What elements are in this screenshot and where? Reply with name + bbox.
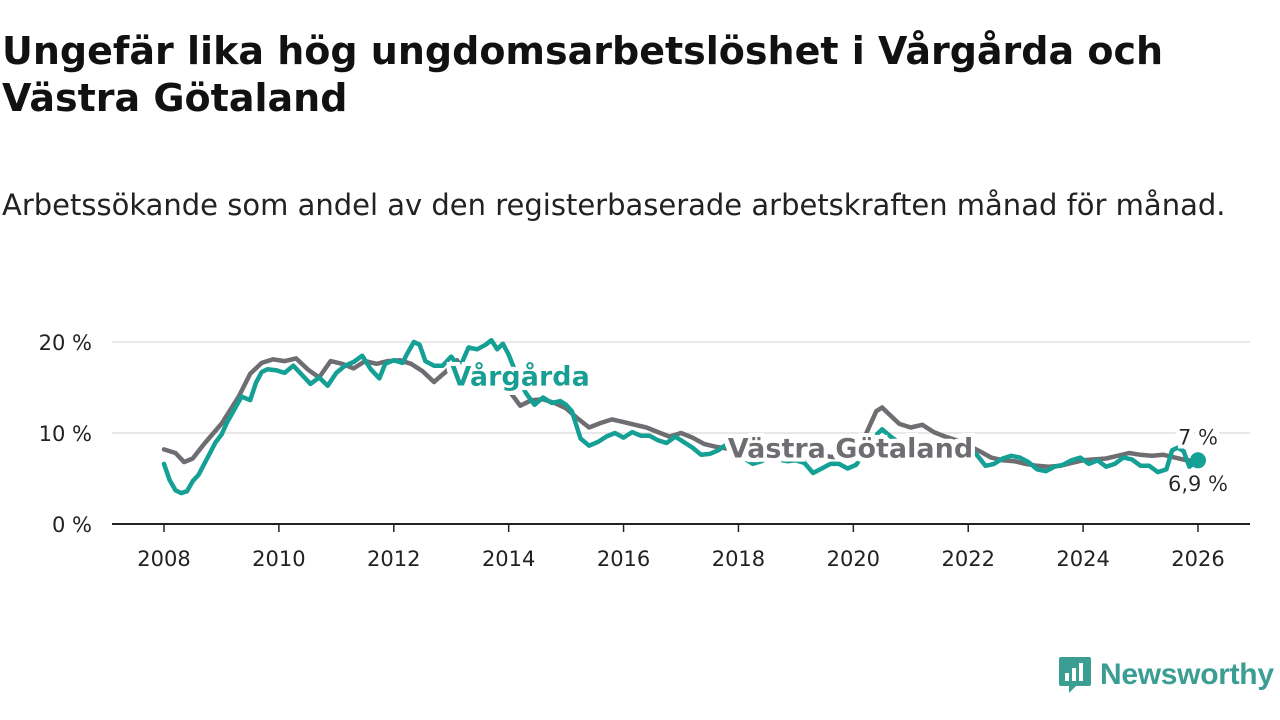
x-tick-label: 2008 — [137, 547, 190, 571]
y-tick-label: 10 % — [39, 422, 92, 446]
series-labels: Vårgårda Västra Götaland 7 % 6,9 % — [450, 361, 1228, 497]
page-title: Ungefär lika hög ungdomsarbetslöshet i V… — [2, 29, 1164, 120]
series-label: Västra Götaland — [728, 433, 973, 464]
x-axis: 2008 2010 2012 2014 2016 2018 2020 2022 2024 2026 — [112, 523, 1250, 571]
line-chart: 0 % 10 % 20 % 2008 2010 2012 2014 2016 2018 2020… — [39, 331, 1250, 571]
x-tick-label: 2014 — [482, 547, 535, 571]
y-tick-label: 0 % — [52, 513, 92, 537]
x-tick-label: 2018 — [712, 547, 765, 571]
x-tick-label: 2010 — [252, 547, 305, 571]
end-value-label: 6,9 % — [1168, 472, 1228, 496]
chart-subtitle: Arbetssökande som andel av den registerb… — [2, 188, 1226, 222]
series-line-v-rg-rda — [161, 337, 1201, 496]
end-value-label: 7 % — [1178, 425, 1218, 449]
series-line-v-stra-g-taland — [161, 356, 1201, 469]
newsworthy-logo-icon — [1059, 657, 1091, 693]
x-tick-label: 2020 — [827, 547, 880, 571]
brand-name: Newsworthy — [1100, 658, 1274, 691]
x-tick-label: 2016 — [597, 547, 650, 571]
grid-lines: 0 % 10 % 20 % — [39, 331, 1250, 537]
series-lines — [161, 337, 1201, 496]
x-tick-label: 2026 — [1171, 547, 1224, 571]
newsworthy-brand: Newsworthy — [1058, 654, 1274, 696]
series-label: Vårgårda — [450, 361, 589, 393]
x-tick-label: 2024 — [1056, 547, 1109, 571]
end-marker — [1190, 452, 1206, 469]
x-tick-label: 2012 — [367, 547, 420, 571]
x-tick-label: 2022 — [941, 547, 994, 571]
y-tick-label: 20 % — [39, 331, 92, 355]
